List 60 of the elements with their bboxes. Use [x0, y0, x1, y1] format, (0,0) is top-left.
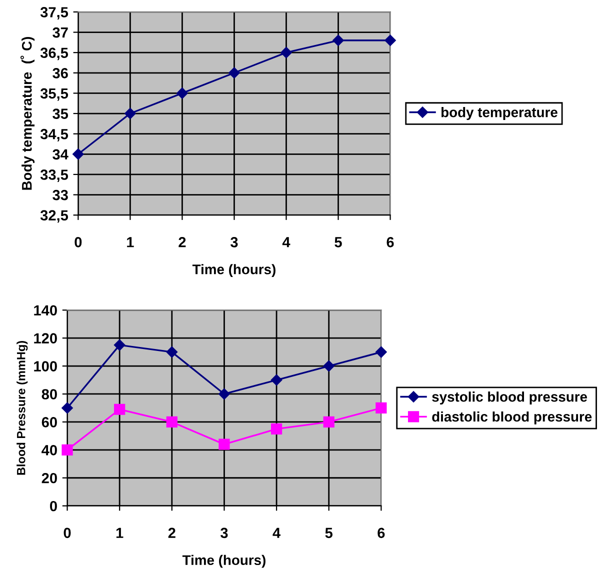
- point: [384, 34, 396, 46]
- y-tick-label: 20: [42, 472, 57, 484]
- y-tick-label: 36: [52, 68, 68, 78]
- point: [228, 67, 240, 78]
- legend-label: diastolic blood pressure: [432, 411, 592, 424]
- point: [72, 148, 84, 160]
- y-tick-label: 37,5: [40, 7, 68, 20]
- point: [270, 374, 282, 386]
- y-tick-label: 37: [52, 27, 68, 38]
- x-tick-label: 3: [220, 528, 228, 538]
- y-tick-label: 60: [42, 417, 57, 428]
- point: [218, 388, 230, 400]
- y-tick-label: 34,5: [40, 128, 68, 142]
- y-tick-label: 40: [42, 445, 57, 456]
- point: [280, 46, 292, 58]
- y-tick-label: 140: [34, 305, 57, 316]
- point: [376, 346, 387, 358]
- point: [376, 402, 387, 414]
- x-tick-label: 5: [325, 528, 333, 538]
- y-tick-label: 35: [52, 108, 68, 119]
- y-axis-title: Body temperature (˚ C): [20, 37, 35, 190]
- point: [176, 88, 188, 99]
- point: [62, 402, 73, 414]
- y-tick-label: 32,5: [40, 210, 68, 223]
- x-tick-label: 4: [272, 528, 281, 538]
- y-tick-label: 120: [34, 333, 57, 344]
- point: [114, 339, 126, 351]
- point: [114, 404, 126, 415]
- x-tick-label: 1: [116, 528, 124, 538]
- x-tick-label: 4: [282, 237, 290, 248]
- y-tick-label: 100: [34, 361, 57, 372]
- legend-label: systolic blood pressure: [432, 392, 588, 404]
- y-tick-label: 35,5: [40, 88, 68, 101]
- x-tick-label: 0: [74, 236, 82, 248]
- x-tick-label: 6: [386, 236, 394, 248]
- y-tick-label: 33,5: [40, 170, 68, 182]
- y-tick-label: 33: [52, 190, 68, 200]
- point: [166, 346, 178, 358]
- x-tick-label: 5: [334, 237, 342, 248]
- y-tick-label: 0: [50, 500, 57, 512]
- legend-label: body temperature: [442, 107, 558, 120]
- x-tick-label: 2: [168, 528, 176, 538]
- point: [218, 438, 230, 450]
- x-tick-label: 3: [230, 236, 238, 248]
- point: [323, 360, 334, 372]
- point: [166, 416, 178, 428]
- y-tick-label: 34: [52, 149, 68, 160]
- x-axis-title: Time (hours): [192, 264, 276, 278]
- point: [323, 416, 334, 428]
- point: [62, 444, 73, 456]
- x-tick-label: 2: [178, 236, 186, 248]
- y-axis-title: Blood Pressure (mmHg): [16, 340, 28, 475]
- x-tick-label: 1: [127, 237, 134, 248]
- point: [124, 108, 136, 120]
- x-tick-label: 6: [378, 528, 385, 538]
- point: [270, 423, 282, 434]
- x-axis-title: Time (hours): [182, 554, 266, 568]
- y-tick-label: 36,5: [40, 48, 68, 60]
- y-tick-label: 80: [42, 389, 57, 400]
- point: [332, 34, 344, 46]
